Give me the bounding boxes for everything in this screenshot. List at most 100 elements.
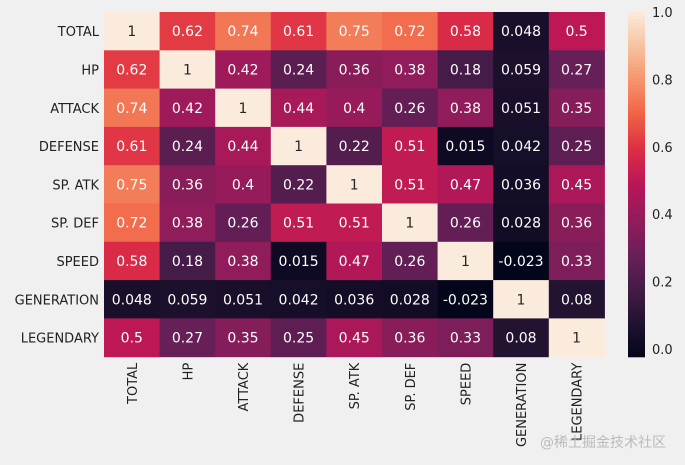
colorbar-tick-label: 1.0 [652,6,673,21]
cell-annotation: 0.028 [501,216,541,232]
colorbar-segment [628,43,645,48]
cell-annotation: 0.42 [172,101,203,117]
colorbar-segment [628,129,645,134]
heatmap-cell [326,88,383,128]
cell-annotation: -0.023 [443,292,488,308]
cell-annotation: 0.036 [501,177,541,193]
heatmap-cell [382,165,439,204]
colorbar-segment [628,63,645,68]
colorbar-segment [628,239,645,244]
cell-annotation: 1 [461,254,470,270]
colorbar-segment [628,70,645,75]
colorbar-segment [628,287,645,292]
heatmap-cell [270,318,327,358]
colorbar-segment [628,84,645,89]
colorbar-segment [628,325,645,330]
heatmap-cell [215,241,272,281]
heatmap-cell [548,50,605,90]
cell-annotation: 0.75 [116,177,147,193]
heatmap-cell [493,126,550,166]
heatmap-cell [159,241,216,281]
colorbar-segment [628,146,645,151]
colorbar-segment [628,277,645,282]
colorbar-segment [628,294,645,299]
colorbar-segment [628,67,645,72]
heatmap-cell [270,165,327,204]
heatmap-cell [382,88,439,128]
heatmap-cell [215,280,272,319]
cell-annotation: 0.61 [116,139,147,155]
col-label: TOTAL [126,362,141,405]
colorbar-segment [628,308,645,313]
colorbar-segment [628,36,645,41]
cell-annotation: 0.36 [394,331,425,347]
cell-annotation: 1 [239,101,248,117]
colorbar-segment [628,29,645,34]
colorbar-segment [628,301,645,306]
cell-annotation: 0.24 [172,139,203,155]
heatmap-cell [437,12,494,51]
heatmap-cell [437,203,494,243]
heatmap-cell [215,318,272,358]
heatmap-cell [382,241,439,281]
cell-annotation: 0.36 [172,177,203,193]
colorbar-segment [628,122,645,127]
row-label: TOTAL [57,25,100,40]
colorbar-segment [628,136,645,141]
heatmap-cell [104,88,161,128]
colorbar-segment [628,336,645,341]
heatmap-cell [493,280,550,319]
cell-annotation: 0.059 [501,62,541,78]
colorbar-segment [628,111,645,117]
colorbar-segment [628,242,645,247]
cell-annotation: 0.62 [116,62,147,78]
colorbar-segment [628,32,645,37]
heatmap-cell [270,12,327,51]
cell-annotation: 1 [183,62,192,78]
heatmap-cell [104,165,161,204]
cell-annotation: 0.25 [561,139,592,155]
col-label: DEFENSE [293,363,308,423]
col-label: GENERATION [515,363,530,447]
colorbar-segment [628,15,645,20]
heatmap-cell [215,203,272,243]
cell-annotation: 0.048 [501,24,541,40]
heatmap-cell [159,126,216,166]
colorbar-tick-label: 0.2 [652,276,673,291]
cell-annotation: 0.059 [167,292,207,308]
colorbar-segment [628,139,645,144]
colorbar-segment [628,39,645,44]
cell-annotation: 0.36 [339,62,370,78]
colorbar-segment [628,108,645,113]
heatmap-cell [548,318,605,358]
cell-annotation: 1 [350,177,359,193]
colorbar-segment [628,177,645,182]
cell-annotation: 0.72 [394,24,425,40]
cell-annotation: 0.26 [450,216,481,232]
heatmap-cell [215,126,272,166]
heatmap-cell [104,241,161,281]
colorbar-segment [628,101,645,106]
col-label: ATTACK [237,362,252,411]
cell-annotation: 0.74 [116,101,147,117]
colorbar-segment [628,339,645,344]
colorbar-segment [628,267,645,272]
cell-annotation: 0.62 [172,24,203,40]
heatmap-cell [382,280,439,319]
cell-annotation: 0.42 [227,62,258,78]
cell-annotation: 0.45 [339,331,370,347]
cell-annotation: 0.5 [121,331,143,347]
colorbar-segment [628,167,645,172]
heatmap-cell [548,280,605,319]
colorbar-segment [628,170,645,175]
colorbar-segment [628,222,645,227]
colorbar-segment [628,98,645,103]
heatmap-cell [493,88,550,128]
cell-annotation: 0.61 [283,24,314,40]
colorbar-segment [628,60,645,65]
cell-annotation: 0.015 [279,254,319,270]
heatmap-cell [104,126,161,166]
cell-annotation: 0.33 [450,331,481,347]
cell-annotation: 0.015 [445,139,485,155]
